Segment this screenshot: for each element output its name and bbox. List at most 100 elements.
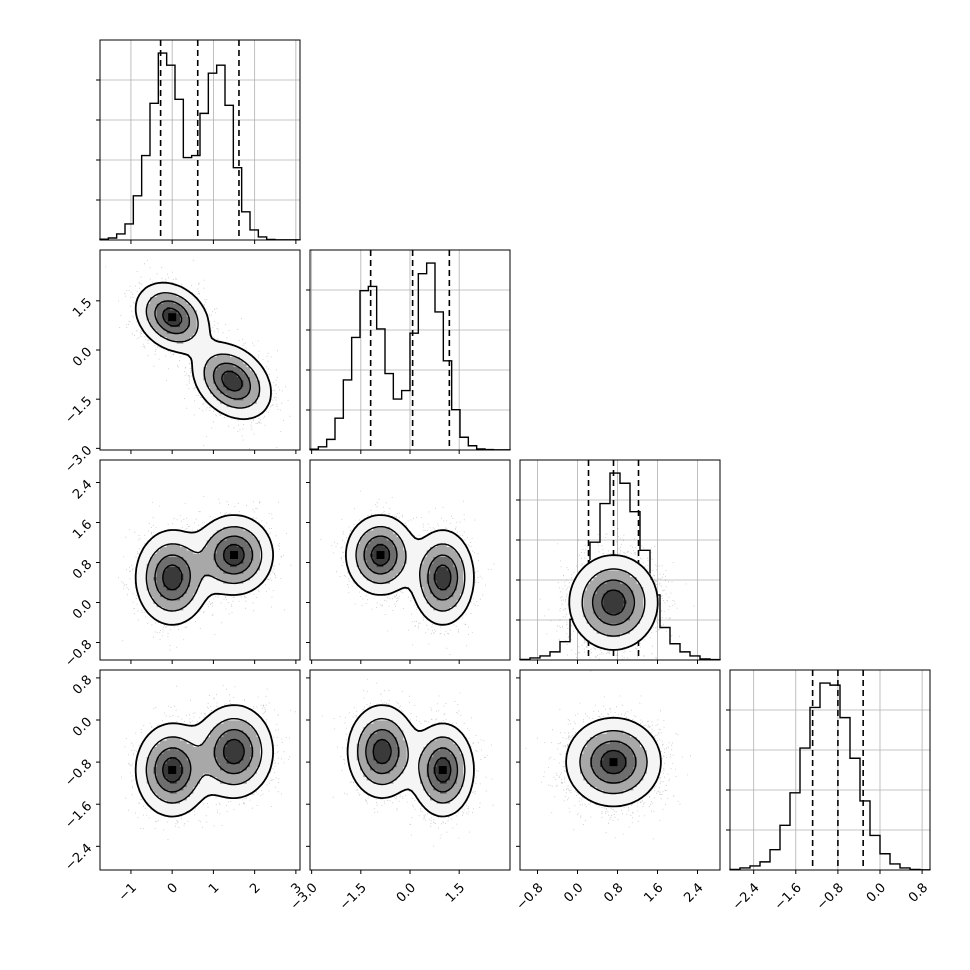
density-cell	[266, 396, 271, 401]
density-cell	[186, 780, 191, 784]
density-cell	[160, 800, 164, 804]
density-cell	[600, 556, 604, 561]
density-cell	[450, 616, 454, 621]
density-cell	[246, 563, 251, 568]
density-cell	[156, 533, 161, 538]
density-cell	[440, 573, 444, 578]
density-cell	[156, 606, 161, 611]
density-cell	[186, 796, 191, 801]
density-cell	[146, 570, 151, 574]
density-cell	[256, 523, 261, 528]
density-cell	[163, 620, 168, 624]
density-cell	[173, 723, 178, 728]
density-cell	[250, 713, 254, 718]
density-cell	[246, 583, 251, 588]
density-cell	[400, 566, 404, 571]
density-cell	[393, 536, 398, 541]
density-cell	[380, 733, 384, 738]
density-cell	[240, 783, 244, 788]
density-cell	[616, 646, 621, 651]
density-cell	[453, 803, 458, 808]
density-cell	[196, 346, 201, 351]
density-cell	[233, 573, 238, 578]
density-cell	[583, 573, 588, 578]
density-cell	[203, 590, 208, 594]
density-cell	[396, 780, 401, 784]
density-cell	[246, 396, 251, 401]
density-cell	[183, 533, 188, 538]
density-cell	[216, 786, 221, 791]
density-cell	[236, 553, 241, 558]
density-cell	[240, 710, 244, 714]
density-cell	[213, 720, 218, 724]
density-cell	[463, 740, 468, 744]
density-cell	[236, 590, 241, 594]
density-cell	[420, 753, 424, 758]
density-cell	[153, 586, 158, 591]
density-cell	[180, 343, 184, 348]
density-cell	[356, 766, 361, 771]
density-cell	[136, 306, 141, 311]
density-cell	[236, 773, 241, 778]
density-cell	[386, 533, 391, 538]
density-cell	[353, 533, 358, 538]
density-cell	[203, 730, 208, 734]
density-cell	[380, 590, 384, 594]
density-cell	[153, 320, 158, 324]
peak-marker	[168, 313, 177, 322]
density-cell	[223, 763, 228, 768]
density-cell	[150, 306, 154, 311]
density-cell	[260, 370, 264, 374]
density-cell	[250, 566, 254, 571]
density-cell	[193, 336, 198, 341]
density-cell	[366, 573, 371, 578]
density-cell	[266, 553, 271, 558]
density-cell	[593, 563, 598, 568]
density-cell	[426, 750, 431, 754]
density-cell	[153, 783, 158, 788]
density-cell	[450, 760, 454, 764]
density-cell	[400, 533, 404, 538]
density-cell	[176, 753, 181, 758]
density-cell	[613, 593, 618, 598]
density-cell	[613, 583, 618, 588]
density-cell	[143, 756, 148, 761]
density-cell	[216, 546, 221, 551]
density-cell	[180, 563, 184, 568]
density-cell	[620, 603, 624, 608]
density-cell	[646, 600, 651, 604]
density-cell	[443, 793, 448, 798]
density-cell	[180, 733, 184, 738]
density-cell	[170, 600, 174, 604]
density-cell	[200, 336, 204, 341]
density-cell	[403, 580, 408, 584]
density-cell	[400, 726, 404, 731]
density-cell	[250, 356, 254, 361]
density-cell	[180, 760, 184, 764]
density-cell	[176, 810, 181, 814]
density-cell	[216, 526, 221, 531]
density-cell	[456, 536, 461, 541]
density-cell	[203, 746, 208, 751]
density-cell	[413, 573, 418, 578]
contour-line	[145, 526, 263, 612]
density-cell	[580, 610, 584, 614]
density-cell	[226, 793, 231, 798]
density-cell	[423, 776, 428, 781]
density-cell	[143, 573, 148, 578]
density-cell	[630, 596, 634, 601]
density-cell	[236, 710, 241, 714]
density-cell	[576, 596, 581, 601]
density-cell	[240, 736, 244, 741]
density-cell	[356, 530, 361, 534]
density-cell	[360, 550, 364, 554]
density-cell	[393, 533, 398, 538]
density-cell	[350, 560, 354, 564]
density-cell	[393, 776, 398, 781]
density-cell	[593, 640, 598, 644]
density-cell	[243, 393, 248, 398]
density-cell	[153, 543, 158, 548]
density-cell	[353, 756, 358, 761]
density-cell	[633, 563, 638, 568]
density-cell	[413, 773, 418, 778]
